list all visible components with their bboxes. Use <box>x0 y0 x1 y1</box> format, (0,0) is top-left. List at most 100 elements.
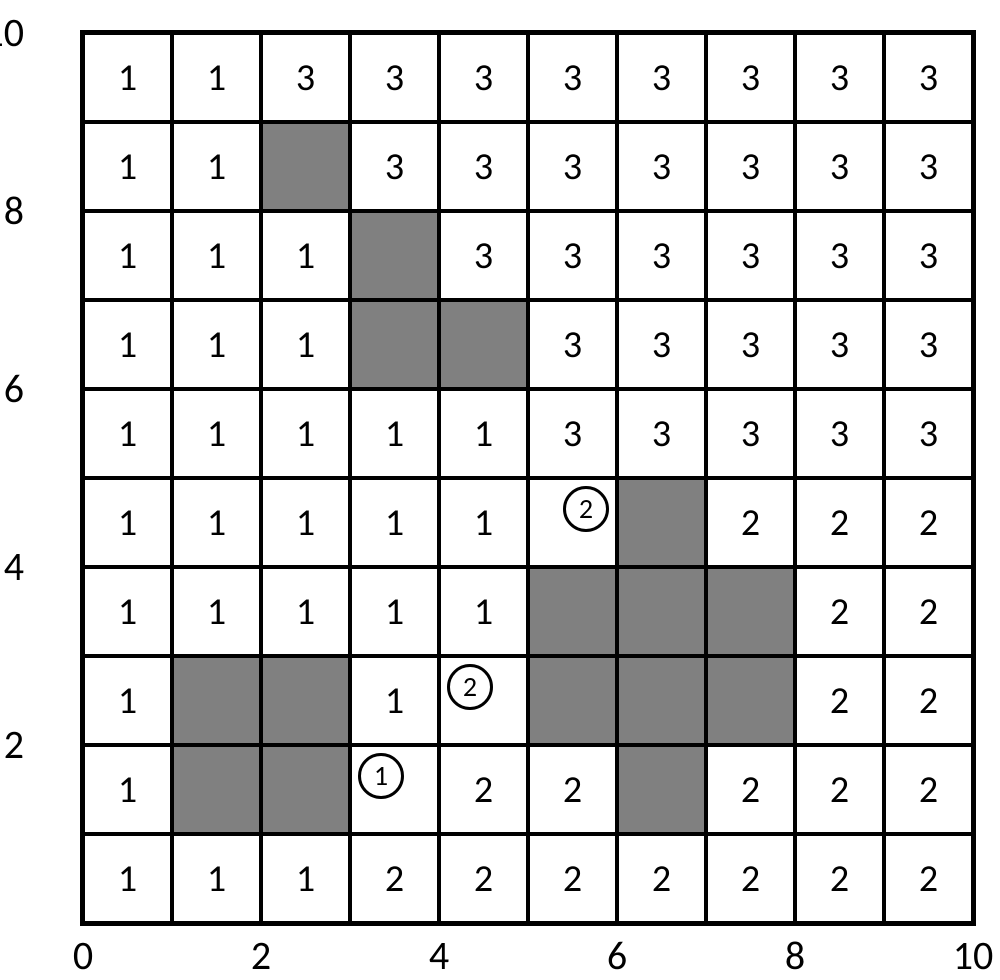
grid-cell: 3 <box>795 300 884 389</box>
circled-value: 2 <box>447 664 493 710</box>
cell-value: 1 <box>118 326 137 364</box>
grid-cell <box>261 122 350 211</box>
grid-cell <box>261 745 350 834</box>
grid-cell: 1 <box>83 834 172 923</box>
cell-value: 3 <box>919 148 938 186</box>
cell-value: 1 <box>385 593 404 631</box>
grid-cell: 1 <box>172 567 261 656</box>
cell-value: 3 <box>563 59 582 97</box>
grid-cell: 2 <box>795 656 884 745</box>
cell-value: 2 <box>919 860 938 898</box>
cell-value: 2 <box>919 504 938 542</box>
grid-cell: 2 <box>617 834 706 923</box>
grid-cell: 1 <box>261 389 350 478</box>
cell-value: 3 <box>563 237 582 275</box>
cell-value: 1 <box>118 148 137 186</box>
grid-cell: 1 <box>261 300 350 389</box>
grid-cell: 1 <box>261 834 350 923</box>
cell-value: 3 <box>385 59 404 97</box>
grid-cell: 1 <box>439 567 528 656</box>
grid-cell: 3 <box>350 122 439 211</box>
grid-cell: 3 <box>439 211 528 300</box>
grid-cell: 1 <box>83 745 172 834</box>
grid-cell: 1 <box>83 122 172 211</box>
cell-value: 3 <box>652 326 671 364</box>
cell-value: 3 <box>830 59 849 97</box>
grid-cell: 1 <box>350 389 439 478</box>
grid-cell: 2 <box>706 745 795 834</box>
grid-cell: 3 <box>795 33 884 122</box>
cell-value: 2 <box>741 504 760 542</box>
grid-cell: 3 <box>795 389 884 478</box>
grid-cell: 3 <box>884 211 973 300</box>
grid-cell: 1 <box>172 478 261 567</box>
cell-value: 1 <box>474 593 493 631</box>
cell-value: 2 <box>919 771 938 809</box>
grid-cell: 2 <box>884 834 973 923</box>
grid-cell: 2 <box>528 834 617 923</box>
cell-value: 1 <box>207 593 226 631</box>
cell-value: 1 <box>296 860 315 898</box>
y-tick-label: 10 <box>0 13 24 53</box>
cell-value: 1 <box>118 237 137 275</box>
grid-cell: 2 <box>706 834 795 923</box>
x-tick-label: 8 <box>785 936 805 976</box>
cell-value: 1 <box>385 504 404 542</box>
cell-value: 2 <box>563 771 582 809</box>
cell-value: 3 <box>652 59 671 97</box>
grid: 1133333333113333333111333333111333331111… <box>80 30 976 926</box>
grid-cell: 3 <box>528 300 617 389</box>
grid-cell: 3 <box>617 389 706 478</box>
cell-value: 1 <box>118 682 137 720</box>
cell-value: 2 <box>830 593 849 631</box>
grid-cell: 2 <box>884 745 973 834</box>
cell-value: 3 <box>741 237 760 275</box>
grid-cell: 2 <box>528 745 617 834</box>
cell-value: 2 <box>741 771 760 809</box>
grid-cell: 3 <box>884 389 973 478</box>
grid-cell: 1 <box>83 656 172 745</box>
grid-cell: 1 <box>439 478 528 567</box>
cell-value: 1 <box>207 415 226 453</box>
grid-cell: 1 <box>83 567 172 656</box>
grid-cell: 1 <box>350 567 439 656</box>
cell-value: 3 <box>563 148 582 186</box>
grid-cell: 3 <box>706 33 795 122</box>
grid-cell: 3 <box>706 122 795 211</box>
cell-value: 2 <box>474 771 493 809</box>
cell-value: 2 <box>741 860 760 898</box>
grid-cell <box>261 656 350 745</box>
grid-cell: 1 <box>172 211 261 300</box>
cell-value: 1 <box>207 326 226 364</box>
cell-value: 3 <box>652 415 671 453</box>
grid-cell: 1 <box>350 656 439 745</box>
grid-cell: 2 <box>884 567 973 656</box>
cell-value: 1 <box>118 860 137 898</box>
grid-cell: 1 <box>83 33 172 122</box>
cell-value: 1 <box>296 415 315 453</box>
cell-value: 1 <box>118 771 137 809</box>
grid-cell: 3 <box>884 33 973 122</box>
grid-cell: 1 <box>261 478 350 567</box>
grid-cell: 3 <box>439 122 528 211</box>
grid-cell: 2 <box>795 478 884 567</box>
grid-cell: 3 <box>884 300 973 389</box>
cell-value: 3 <box>652 148 671 186</box>
grid-cell <box>617 478 706 567</box>
cell-value: 2 <box>919 593 938 631</box>
grid-cell <box>706 656 795 745</box>
cell-value: 3 <box>474 148 493 186</box>
cell-value: 1 <box>118 415 137 453</box>
cell-value: 1 <box>474 415 493 453</box>
cell-value: 1 <box>207 504 226 542</box>
grid-cell: 1 <box>83 300 172 389</box>
grid-cell: 3 <box>795 211 884 300</box>
grid-cell <box>617 656 706 745</box>
cell-value: 3 <box>830 148 849 186</box>
cell-value: 3 <box>919 59 938 97</box>
cell-value: 3 <box>741 415 760 453</box>
cell-value: 1 <box>207 148 226 186</box>
grid-cell: 2 <box>884 656 973 745</box>
grid-cell: 1 <box>350 745 439 834</box>
grid-cell: 1 <box>83 211 172 300</box>
